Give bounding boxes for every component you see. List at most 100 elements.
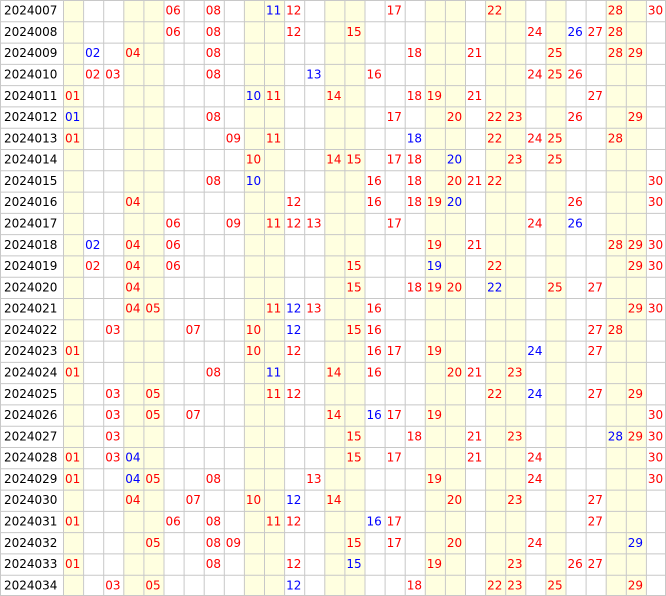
red-number: 27 <box>588 515 603 529</box>
red-number: 22 <box>487 259 502 273</box>
red-number: 06 <box>166 25 181 39</box>
red-number: 09 <box>226 536 241 550</box>
blue-number: 18 <box>407 131 422 145</box>
red-number: 16 <box>367 323 382 337</box>
red-number: 17 <box>387 217 402 231</box>
red-number: 29 <box>628 429 643 443</box>
blue-number: 04 <box>125 472 140 486</box>
blue-number: 01 <box>65 110 80 124</box>
red-number: 01 <box>65 515 80 529</box>
red-number: 29 <box>628 259 643 273</box>
red-number: 27 <box>588 493 603 507</box>
red-number: 16 <box>367 344 382 358</box>
issue-label: 2024013 <box>4 131 57 145</box>
red-number: 17 <box>387 408 402 422</box>
red-number: 23 <box>507 153 522 167</box>
issue-label: 2024011 <box>4 89 57 103</box>
red-number: 15 <box>346 451 361 465</box>
issue-label: 2024020 <box>4 280 57 294</box>
issue-label: 2024028 <box>4 451 57 465</box>
red-number: 04 <box>125 195 140 209</box>
red-number: 14 <box>326 89 341 103</box>
red-number: 08 <box>206 515 221 529</box>
issue-column: 2024007 2024008 2024009 2024010 2024011 20240… <box>4 4 57 593</box>
red-number: 20 <box>447 493 462 507</box>
red-number: 30 <box>648 259 663 273</box>
red-number: 25 <box>547 153 562 167</box>
red-number: 05 <box>145 472 160 486</box>
blue-number: 13 <box>306 68 321 82</box>
blue-number: 10 <box>246 174 261 188</box>
red-number: 12 <box>286 387 301 401</box>
red-number: 09 <box>226 131 241 145</box>
issue-label: 2024019 <box>4 259 57 273</box>
red-number: 30 <box>648 408 663 422</box>
red-number: 03 <box>105 323 120 337</box>
red-number: 11 <box>266 89 281 103</box>
red-number: 30 <box>648 238 663 252</box>
red-number: 02 <box>85 259 100 273</box>
red-number: 08 <box>206 557 221 571</box>
red-number: 18 <box>407 195 422 209</box>
red-number: 29 <box>628 110 643 124</box>
red-number: 18 <box>407 46 422 60</box>
red-number: 21 <box>467 366 482 380</box>
blue-number: 20 <box>447 195 462 209</box>
blue-number: 04 <box>125 451 140 465</box>
red-number: 07 <box>186 323 201 337</box>
red-number: 13 <box>306 217 321 231</box>
red-number: 13 <box>306 472 321 486</box>
red-number: 01 <box>65 131 80 145</box>
issue-label: 2024023 <box>4 344 57 358</box>
issue-label: 2024016 <box>4 195 57 209</box>
red-number: 04 <box>125 493 140 507</box>
red-number: 04 <box>125 280 140 294</box>
red-number: 20 <box>447 280 462 294</box>
red-number: 23 <box>507 366 522 380</box>
red-number: 19 <box>427 89 442 103</box>
red-number: 23 <box>507 557 522 571</box>
blue-number: 16 <box>367 515 382 529</box>
number-cells: 06 08 12 17 22 28 30 11 06 08 12 15 24 27 28 26 04 08 18 21… <box>65 4 663 593</box>
red-number: 28 <box>608 25 623 39</box>
red-number: 27 <box>588 387 603 401</box>
blue-number: 02 <box>85 238 100 252</box>
red-number: 03 <box>105 408 120 422</box>
blue-number: 16 <box>367 408 382 422</box>
red-number: 21 <box>467 429 482 443</box>
red-number: 11 <box>266 387 281 401</box>
red-number: 08 <box>206 366 221 380</box>
red-number: 27 <box>588 280 603 294</box>
blue-number: 12 <box>286 323 301 337</box>
red-number: 30 <box>648 472 663 486</box>
issue-label: 2024022 <box>4 323 57 337</box>
red-number: 18 <box>407 153 422 167</box>
issue-label: 2024027 <box>4 429 57 443</box>
red-number: 28 <box>608 323 623 337</box>
red-number: 19 <box>427 557 442 571</box>
red-number: 26 <box>568 557 583 571</box>
red-number: 05 <box>145 302 160 316</box>
red-number: 24 <box>527 25 542 39</box>
red-number: 05 <box>145 536 160 550</box>
red-number: 11 <box>266 302 281 316</box>
red-number: 01 <box>65 89 80 103</box>
red-number: 30 <box>648 195 663 209</box>
red-number: 19 <box>427 195 442 209</box>
red-number: 28 <box>608 131 623 145</box>
red-number: 24 <box>527 536 542 550</box>
red-number: 07 <box>186 408 201 422</box>
red-number: 23 <box>507 429 522 443</box>
red-number: 20 <box>447 174 462 188</box>
red-number: 10 <box>246 344 261 358</box>
issue-label: 2024026 <box>4 408 57 422</box>
red-number: 09 <box>226 217 241 231</box>
red-number: 03 <box>105 451 120 465</box>
red-number: 08 <box>206 174 221 188</box>
red-number: 11 <box>266 515 281 529</box>
red-number: 08 <box>206 46 221 60</box>
red-number: 20 <box>447 110 462 124</box>
red-number: 23 <box>507 110 522 124</box>
issue-label: 2024015 <box>4 174 57 188</box>
red-number: 19 <box>427 280 442 294</box>
